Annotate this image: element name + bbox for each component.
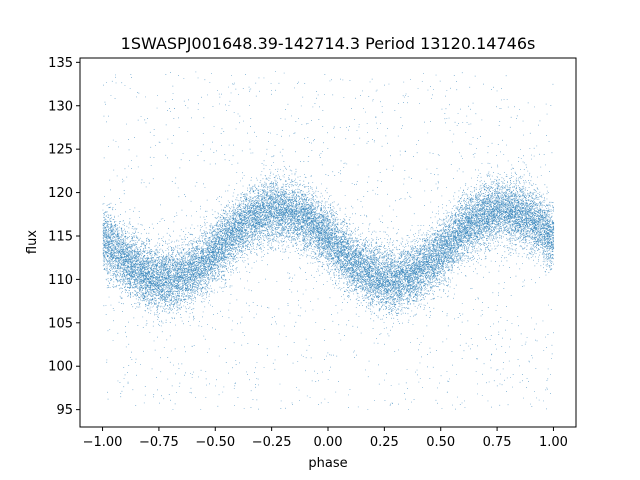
y-axis-ticks: 95 100 105 110 115 120 125 130 135 (48, 56, 80, 418)
x-tick-label: 0.50 (426, 435, 455, 450)
chart-title: 1SWASPJ001648.39-142714.3 Period 13120.1… (121, 34, 536, 53)
x-tick-label: 0.00 (314, 435, 343, 450)
y-tick-label: 100 (48, 360, 73, 375)
x-axis-label: phase (308, 456, 347, 471)
y-tick-label: 95 (56, 403, 73, 418)
scatter-points (102, 71, 555, 410)
y-tick-label: 115 (48, 229, 73, 244)
x-tick-label: −1.00 (83, 435, 123, 450)
y-tick-label: 110 (48, 273, 73, 288)
x-axis-ticks: −1.00 −0.75 −0.50 −0.25 0.00 0.25 0.50 0.75 1.00 (83, 427, 568, 450)
y-tick-label: 125 (48, 143, 73, 158)
y-tick-label: 130 (48, 99, 73, 114)
data-points (102, 71, 555, 410)
x-tick-label: −0.75 (139, 435, 179, 450)
y-tick-label: 105 (48, 316, 73, 331)
y-tick-label: 120 (48, 186, 73, 201)
x-tick-label: 1.00 (539, 435, 568, 450)
x-tick-label: 0.25 (370, 435, 399, 450)
y-tick-label: 135 (48, 56, 73, 71)
x-tick-label: −0.50 (195, 435, 235, 450)
x-tick-label: 0.75 (483, 435, 512, 450)
y-axis-label: flux (25, 230, 40, 254)
plot-area (79, 57, 577, 428)
x-tick-label: −0.25 (252, 435, 292, 450)
